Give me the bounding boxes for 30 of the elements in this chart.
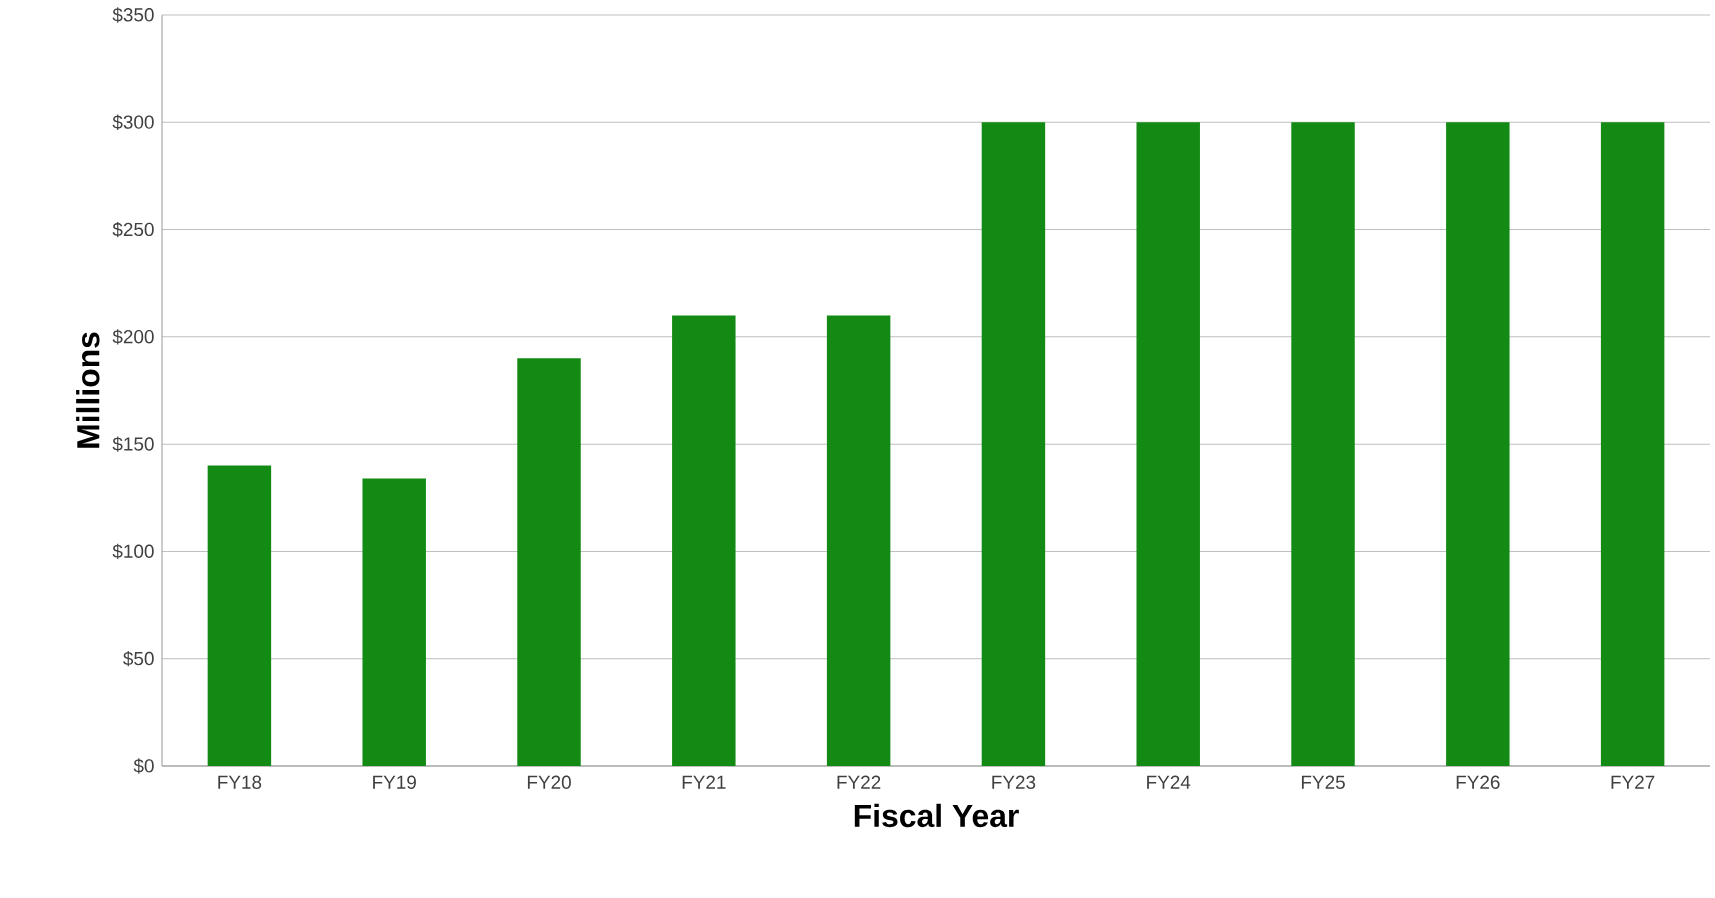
y-tick-label: $300 [112, 114, 154, 130]
bar [672, 315, 736, 766]
x-tick-label: FY18 [218, 775, 262, 789]
bar [1600, 122, 1665, 766]
y-tick-label: $250 [112, 221, 154, 238]
x-tick-label: FY26 [1456, 775, 1500, 789]
y-tick-label: $350 [112, 7, 154, 23]
x-tick-label: FY25 [1301, 775, 1345, 789]
bar [826, 315, 891, 766]
y-axis-title: Millions [76, 332, 100, 448]
x-axis-title: Fiscal Year [854, 803, 1019, 828]
x-tick-label: FY20 [527, 775, 571, 789]
y-tick-label: $100 [112, 543, 154, 560]
x-tick-label: FY24 [1147, 775, 1191, 789]
x-tick-label: FY27 [1611, 775, 1655, 789]
bar [981, 122, 1046, 766]
bar [207, 465, 272, 766]
bar [1291, 122, 1355, 766]
y-tick-label: $0 [133, 758, 154, 774]
bar [1446, 122, 1510, 766]
bar [362, 478, 426, 766]
x-tick-label: FY23 [992, 775, 1036, 789]
bar [517, 358, 581, 766]
x-tick-label: FY19 [373, 775, 416, 789]
bar [1136, 122, 1200, 766]
x-tick-label: FY21 [682, 775, 726, 789]
y-tick-label: $200 [112, 329, 154, 345]
x-tick-label: FY22 [837, 775, 881, 789]
y-tick-label: $150 [112, 436, 154, 452]
y-tick-label: $50 [123, 651, 154, 667]
